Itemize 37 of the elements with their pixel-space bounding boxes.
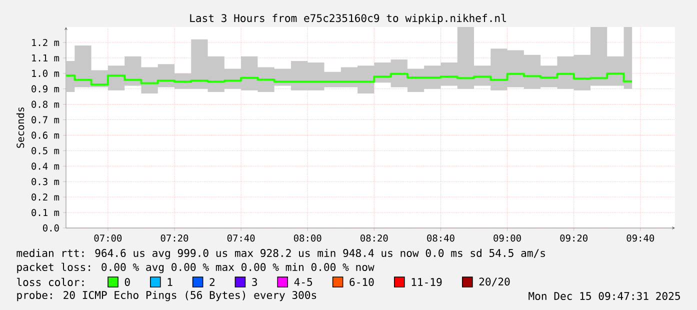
legend-label: 20/20 [479, 278, 510, 286]
text: median rtt: 964.6 us avg 999.0 us max 928.2 us min 948.4 us now 0.0 ms sd 54.5 am/s [16, 248, 545, 260]
y-tick-label: 1.2 m [32, 38, 60, 46]
y-tick-label: 0.0 [43, 224, 59, 232]
y-tick-label: 0.6 m [32, 132, 60, 139]
x-tick-label: 09:40 [626, 234, 654, 242]
legend-label: 2 [210, 278, 214, 286]
y-tick-label: 0.8 m [32, 100, 60, 108]
x-tick-label: 09:00 [494, 234, 521, 242]
text: Mon Dec 15 09:47:31 2025 [528, 292, 680, 300]
x-tick-label: 08:00 [294, 234, 322, 242]
x-tick-label: 08:20 [360, 234, 388, 242]
text: probe: 20 ICMP Echo Pings (56 Bytes) every 300s [17, 290, 316, 302]
y-axis-title: Seconds [16, 107, 24, 148]
legend-label: 1 [168, 278, 172, 286]
chart-title: Last 3 Hours from e75c235160c9 to wipkip.nikhef.nl [190, 14, 506, 24]
y-tick-label: 0.3 m [32, 178, 60, 186]
x-tick-label: 08:40 [427, 234, 454, 242]
y-tick-label: 0.9 m [32, 85, 60, 92]
x-tick-label: 09:20 [560, 234, 588, 242]
y-tick-label: 0.2 m [32, 193, 60, 201]
legend-label: 3 [252, 278, 257, 286]
legend-label: 4-5 [294, 278, 312, 286]
y-tick-label: 1.1 m [32, 54, 60, 62]
x-tick-label: 07:00 [94, 234, 122, 242]
legend-title: loss color: [17, 278, 84, 286]
x-tick-label: 07:20 [160, 234, 188, 242]
y-tick-label: 0.4 m [32, 162, 60, 170]
legend-label: 11-19 [412, 278, 442, 286]
legend-label: 0 [124, 278, 130, 286]
y-tick-label: 0.7 m [32, 116, 60, 124]
x-tick-label: 07:40 [227, 234, 255, 242]
y-tick-label: 0.1 m [32, 208, 60, 216]
y-tick-label: 1.0 m [32, 70, 60, 77]
text: packet loss: 0.00 % avg 0.00 % max 0.00 % min 0.00 % now [17, 262, 374, 274]
y-tick-label: 0.5 m [32, 147, 60, 154]
legend-label: 6-10 [350, 278, 374, 286]
